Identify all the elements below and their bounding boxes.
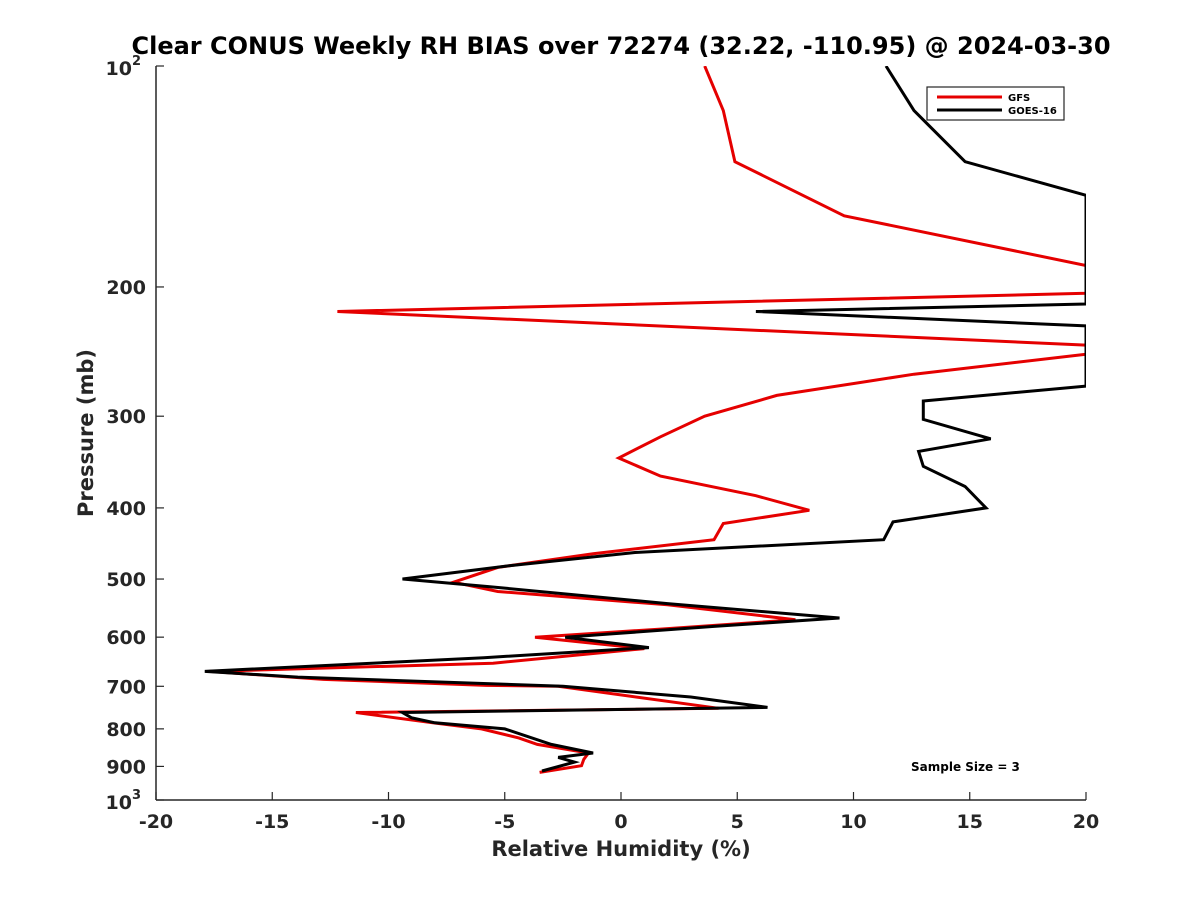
x-tick-label: -5 [494,811,515,833]
legend-label-gfs: GFS [1008,93,1030,104]
x-tick-label: -15 [255,811,289,833]
chart-title: Clear CONUS Weekly RH BIAS over 72274 (3… [131,32,1110,60]
x-axis-label: Relative Humidity (%) [491,837,750,861]
sample-size-annotation: Sample Size = 3 [911,760,1020,774]
x-tick-label: 0 [614,811,627,833]
x-tick-label: -10 [371,811,405,833]
y-tick-label: 200 [106,277,146,299]
y-tick-label-exponent: 2 [132,54,141,69]
y-tick-label-power: 10 2 [106,54,142,80]
series-line-gfs [209,66,1086,774]
legend-box [926,86,1065,121]
y-tick-label: 300 [106,406,146,428]
y-tick-label-base: 10 [106,792,132,814]
y-tick-label: 800 [106,719,146,741]
x-ticks: -20 -15 -10 -5 0 5 10 15 20 [139,792,1099,833]
y-tick-label: 900 [106,756,146,778]
y-tick-label: 600 [106,627,146,649]
series-group [204,66,1086,774]
x-tick-label: 10 [840,811,866,833]
legend-label-goes16: GOES-16 [1008,106,1057,117]
series-line-goes16 [204,66,1086,773]
y-tick-label: 400 [106,498,146,520]
y-axis-label: Pressure (mb) [74,349,98,517]
y-tick-label-exponent: 3 [132,788,141,803]
y-tick-label: 500 [106,569,146,591]
legend: GFS GOES-16 [926,86,1065,121]
x-tick-label: -20 [139,811,173,833]
x-tick-label: 20 [1073,811,1099,833]
y-tick-label-power: 10 3 [106,788,142,814]
x-tick-label: 15 [957,811,983,833]
y-tick-label-base: 10 [106,58,132,80]
y-tick-label: 700 [106,676,146,698]
x-tick-label: 5 [731,811,744,833]
